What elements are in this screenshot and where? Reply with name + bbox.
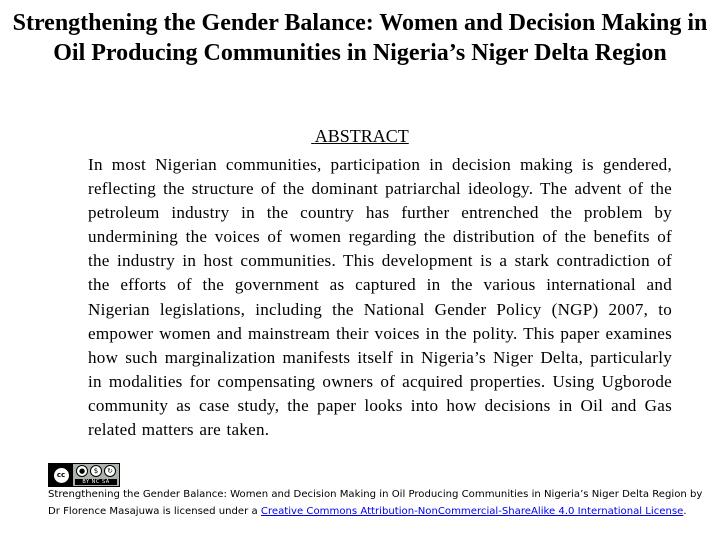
cc-license-badge[interactable]: cc ● $ ↻ BY NC SA	[48, 463, 120, 487]
abstract-body: In most Nigerian communities, participat…	[88, 155, 672, 440]
license-notice: Strengthening the Gender Balance: Women …	[48, 486, 708, 520]
noncommercial-icon: $	[90, 465, 102, 477]
cc-icon: cc	[52, 466, 70, 484]
document-title: Strengthening the Gender Balance: Women …	[12, 10, 708, 66]
license-work-text: Strengthening the Gender Balance: Women …	[48, 489, 703, 517]
license-link[interactable]: Creative Commons Attribution-NonCommerci…	[260, 506, 684, 517]
abstract-heading: ABSTRACT	[314, 126, 409, 146]
person-icon: ●	[76, 465, 88, 477]
sharealike-icon: ↻	[104, 465, 116, 477]
license-end-text: .	[683, 506, 687, 517]
badge-strip: BY NC SA	[75, 479, 117, 485]
